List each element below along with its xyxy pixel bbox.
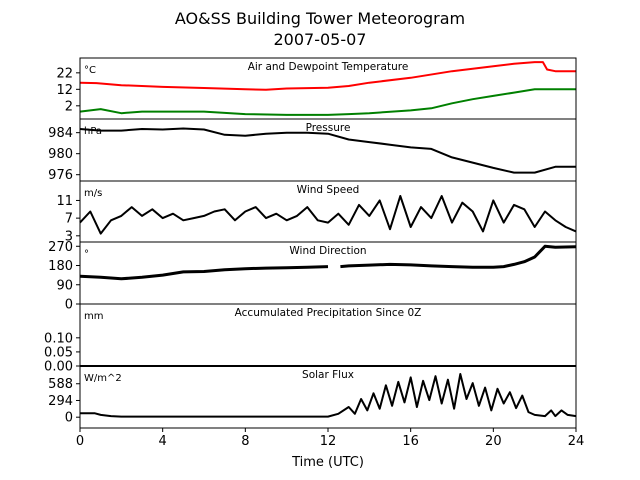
panel-3: 3 7 11 Wind Speed m/s [56, 180, 577, 244]
figure-subtitle: 2007-05-07 [274, 30, 367, 49]
y-tick-label: 0.00 [44, 360, 73, 375]
panel-4: 0 90 180 270 Wind Direction ° [48, 240, 577, 313]
panel-title: Air and Dewpoint Temperature [248, 61, 409, 73]
panel-title: Pressure [306, 122, 351, 134]
series-line-1 [79, 195, 577, 235]
x-tick-label: 4 [159, 434, 167, 449]
x-tick-label: 0 [76, 434, 84, 449]
series-line-2 [79, 88, 576, 116]
series-line-1 [79, 244, 577, 281]
y-tick-label: 980 [48, 147, 73, 162]
panel-title: Accumulated Precipitation Since 0Z [235, 307, 422, 319]
series-line-1 [79, 127, 576, 174]
y-tick-label: 588 [48, 377, 73, 392]
panel-title: Solar Flux [302, 369, 354, 381]
panel-5: 0.000.050.10 Accumulated Precipitation Si… [44, 303, 577, 375]
y-tick-label: 0 [65, 411, 73, 426]
y-tick-label: 294 [48, 394, 73, 409]
y-tick-label: 12 [56, 83, 73, 98]
x-axis: 0 4 8 12 16 20 24 [76, 428, 584, 449]
y-tick-label: 976 [48, 168, 73, 183]
y-tick-label: 90 [56, 278, 73, 293]
panel-unit: °C [84, 65, 96, 76]
series-line-1 [80, 373, 577, 418]
y-tick-label: 984 [48, 126, 73, 141]
x-tick-label: 12 [320, 434, 337, 449]
y-tick-label: 270 [48, 240, 73, 255]
series-line-1 [79, 61, 576, 91]
panels: 212 22 Air and Dewpoint Temperature °C 976 98… [44, 57, 577, 429]
panel-title: Wind Speed [297, 184, 360, 196]
figure-title: AO&SS Building Tower Meteorogram [175, 9, 465, 28]
y-tick-label: 11 [56, 194, 73, 209]
y-tick-label: 0.05 [44, 345, 73, 360]
panel-unit: m/s [84, 188, 102, 199]
panel-6: 0 294 588 Solar Flux W/m^2 [48, 365, 577, 429]
panel-unit: ° [84, 249, 89, 260]
y-tick-label: 22 [56, 66, 73, 81]
panel-unit: mm [84, 311, 103, 322]
x-tick-label: 16 [402, 434, 419, 449]
x-tick-label: 20 [485, 434, 502, 449]
panel-1: 212 22 Air and Dewpoint Temperature °C [56, 57, 577, 120]
y-tick-label: 0 [65, 298, 73, 313]
y-tick-label: 3 [65, 229, 73, 244]
x-tick-label: 8 [241, 434, 249, 449]
panel-2: 976 980 984 Pressure hPa [48, 118, 577, 183]
panel-unit: W/m^2 [84, 373, 122, 384]
x-tick-label: 24 [568, 434, 585, 449]
panel-unit: hPa [84, 126, 102, 137]
x-axis-label: Time (UTC) [291, 455, 364, 470]
y-tick-label: 180 [48, 259, 73, 274]
y-tick-label: 2 [65, 99, 73, 114]
panel-title: Wind Direction [289, 245, 366, 257]
y-tick-label: 7 [65, 212, 73, 227]
y-tick-label: 0.10 [44, 331, 73, 346]
